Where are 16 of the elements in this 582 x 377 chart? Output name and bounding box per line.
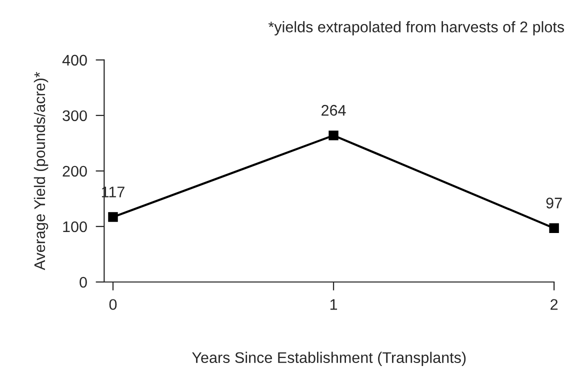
- y-axis-title: Average Yield (pounds/acre)*: [34, 72, 48, 270]
- y-tick-label: 300: [62, 110, 87, 122]
- text: *yields extrapolated from harvests of 2 plots: [268, 21, 564, 36]
- point: [328, 130, 338, 140]
- x-tick-label: 0: [109, 299, 117, 310]
- y-tick-label: 400: [62, 54, 87, 66]
- point: [108, 212, 118, 222]
- data-label: 97: [546, 198, 562, 208]
- x-tick-label: 1: [330, 299, 338, 310]
- y-tick-label: 200: [62, 166, 87, 177]
- y-tick-label: 100: [63, 221, 87, 232]
- x-axis-title: Years Since Establishment (Transplants): [192, 352, 466, 366]
- y-tick-label: 0: [80, 276, 87, 288]
- point: [549, 223, 559, 234]
- data-label: 264: [322, 104, 346, 116]
- x-tick-label: 2: [550, 299, 558, 310]
